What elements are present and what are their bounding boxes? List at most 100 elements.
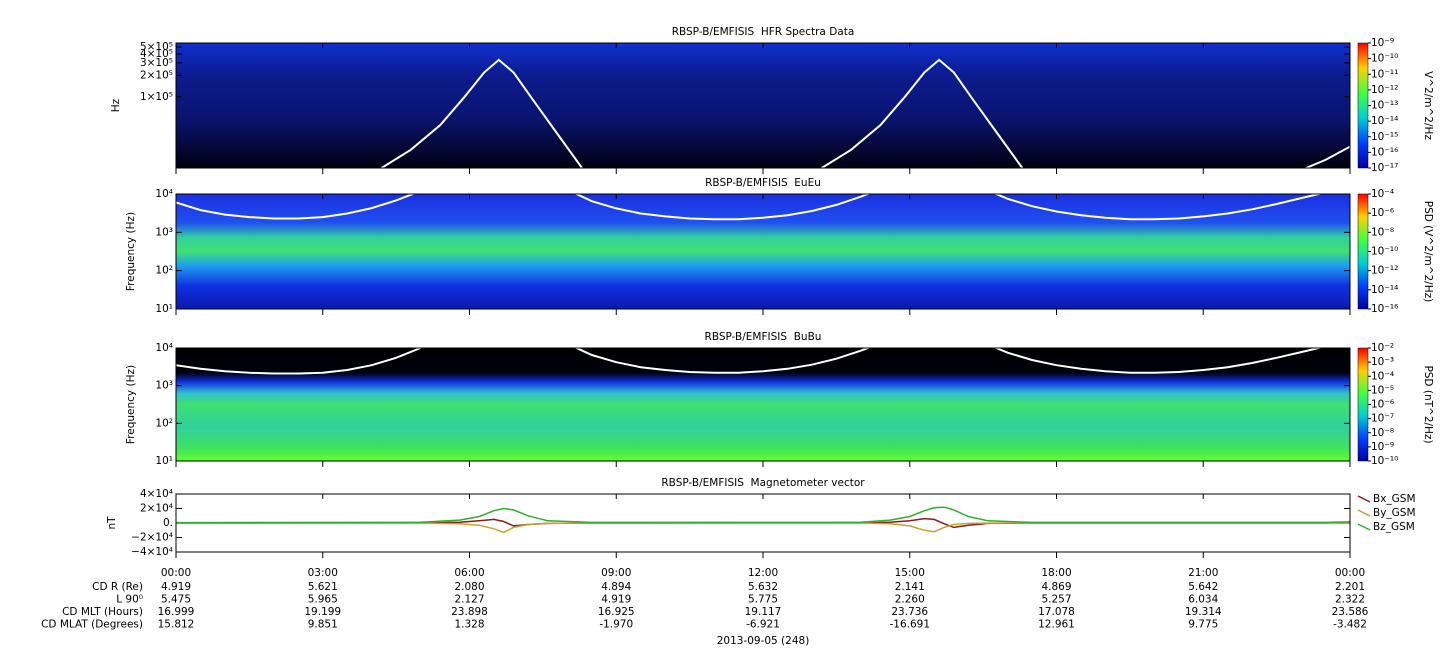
- y-tick-label: 5×10⁵: [140, 41, 173, 53]
- y-tick-label: 0.: [163, 517, 173, 529]
- ephemeris-value: 4.919: [601, 594, 631, 606]
- ephemeris-value: 2.141: [895, 581, 925, 593]
- y-axis-label: nT: [106, 516, 118, 530]
- y-tick-label: 10³: [155, 380, 173, 392]
- ephemeris-value: 4.894: [601, 581, 631, 593]
- y-tick-label: 4×10⁵: [140, 48, 173, 60]
- colorbar-label: PSD (V^2/m^2/Hz): [1422, 201, 1434, 302]
- y-tick-label: 10¹: [155, 455, 173, 467]
- ephemeris-value: -1.970: [599, 619, 633, 631]
- ephemeris-value: 5.632: [748, 581, 778, 593]
- colorbar-tick-label: 10⁻¹⁰: [1371, 246, 1398, 258]
- ephemeris-value: 2.322: [1335, 594, 1365, 606]
- y-tick-label: 4×10⁴: [140, 488, 173, 500]
- colorbar-label: PSD (nT^2/Hz): [1422, 365, 1434, 443]
- legend-swatch: [1357, 495, 1371, 503]
- ephemeris-value: 5.775: [748, 594, 778, 606]
- ephemeris-value: 23.898: [451, 606, 488, 618]
- ephemeris-value: 16.925: [598, 606, 635, 618]
- panel-title: RBSP-B/EMFISIS Magnetometer vector: [661, 477, 865, 489]
- ephemeris-label: CD MLT (Hours): [62, 606, 143, 618]
- x-tick-label: 18:00: [1041, 567, 1071, 579]
- y-tick-label: 10²: [155, 417, 173, 429]
- legend-label: Bx_GSM: [1373, 493, 1416, 505]
- colorbar-tick-label: 10⁻⁵: [1371, 384, 1394, 396]
- y-tick-label: 10⁴: [155, 342, 173, 354]
- ephemeris-value: 2.201: [1335, 581, 1365, 593]
- overlay-curve: [176, 194, 1324, 221]
- ephemeris-value: 19.117: [745, 606, 782, 618]
- colorbar-label: V^2/m^2/Hz: [1422, 71, 1434, 140]
- ephemeris-value: 5.642: [1188, 581, 1218, 593]
- legend-label: Bz_GSM: [1373, 521, 1415, 533]
- x-tick-label: 00:00: [1335, 567, 1365, 579]
- colorbar-tick-label: 10⁻¹⁴: [1371, 115, 1398, 127]
- y-tick-label: −4×10⁴: [131, 546, 173, 558]
- colorbar-tick-label: 10⁻⁷: [1371, 413, 1394, 425]
- colorbar-tick-label: 10⁻⁹: [1371, 37, 1394, 49]
- y-tick-label: 10²: [155, 265, 173, 277]
- y-tick-label: 2×10⁴: [140, 503, 173, 515]
- y-tick-label: 1×10⁵: [140, 91, 173, 103]
- line-series: [176, 522, 1350, 534]
- x-tick-label: 03:00: [308, 567, 338, 579]
- colorbar-tick-label: 10⁻¹⁷: [1371, 162, 1398, 174]
- colorbar-tick-label: 10⁻¹¹: [1371, 68, 1398, 80]
- ephemeris-value: 17.078: [1038, 606, 1075, 618]
- ephemeris-value: 2.260: [895, 594, 925, 606]
- x-tick-label: 06:00: [454, 567, 484, 579]
- x-tick-label: 15:00: [895, 567, 925, 579]
- line-series: [176, 506, 1350, 524]
- legend-swatch: [1357, 509, 1371, 517]
- ephemeris-value: 19.314: [1185, 606, 1222, 618]
- colorbar-tick-label: 10⁻⁹: [1371, 441, 1394, 453]
- ephemeris-value: 2.127: [454, 594, 484, 606]
- overlay-curve: [380, 58, 1350, 168]
- ephemeris-value: 23.736: [891, 606, 928, 618]
- ephemeris-value: 4.869: [1041, 581, 1071, 593]
- ephemeris-value: 19.199: [304, 606, 341, 618]
- colorbar-tick-label: 10⁻⁸: [1371, 427, 1394, 439]
- y-axis-label: Frequency (Hz): [125, 212, 137, 291]
- legend-swatch: [1357, 523, 1371, 531]
- ephemeris-value: -3.482: [1333, 619, 1367, 631]
- colorbar-tick-label: 10⁻²: [1371, 342, 1394, 354]
- y-tick-label: 10³: [155, 226, 173, 238]
- x-tick-label: 12:00: [748, 567, 778, 579]
- colorbar-tick-label: 10⁻⁸: [1371, 226, 1394, 238]
- ephemeris-value: 23.586: [1332, 606, 1369, 618]
- ephemeris-value: -6.921: [746, 619, 780, 631]
- colorbar-tick-label: 10⁻¹⁶: [1371, 303, 1398, 315]
- colorbar-tick-label: 10⁻¹⁰: [1371, 455, 1398, 467]
- ephemeris-value: 5.475: [161, 594, 191, 606]
- colorbar-tick-label: 10⁻¹²: [1371, 84, 1398, 96]
- ephemeris-value: 6.034: [1188, 594, 1218, 606]
- spectrogram-image: [176, 43, 1350, 168]
- y-tick-label: 2×10⁵: [140, 69, 173, 81]
- ephemeris-value: 4.919: [161, 581, 191, 593]
- ephemeris-value: 5.257: [1041, 594, 1071, 606]
- colorbar-tick-label: 10⁻⁴: [1371, 370, 1394, 382]
- line-series: [176, 517, 1350, 529]
- ephemeris-label: CD R (Re): [92, 581, 143, 593]
- spectrogram-image: [176, 194, 1350, 309]
- panel-title: RBSP-B/EMFISIS HFR Spectra Data: [672, 26, 855, 38]
- ephemeris-value: 2.080: [454, 581, 484, 593]
- plot-frame: [175, 493, 1351, 553]
- ephemeris-value: -16.691: [889, 619, 930, 631]
- plot-frame: [175, 347, 1351, 462]
- legend-label: By_GSM: [1373, 507, 1416, 519]
- colorbar-tick-label: 10⁻¹⁰: [1371, 53, 1398, 65]
- date-label: 2013-09-05 (248): [717, 635, 810, 647]
- y-tick-label: 10⁴: [155, 188, 173, 200]
- colorbar-tick-label: 10⁻¹⁶: [1371, 146, 1398, 158]
- ephemeris-value: 12.961: [1038, 619, 1075, 631]
- ephemeris-label: CD MLAT (Degrees): [41, 619, 143, 631]
- ephemeris-value: 5.621: [308, 581, 338, 593]
- ephemeris-value: 5.965: [308, 594, 338, 606]
- ephemeris-value: 1.328: [454, 619, 484, 631]
- ephemeris-label: L 90⁰: [116, 594, 143, 606]
- y-axis-label: Hz: [110, 98, 122, 112]
- colorbar-tick-label: 10⁻¹³: [1371, 100, 1398, 112]
- y-tick-label: 10¹: [155, 303, 173, 315]
